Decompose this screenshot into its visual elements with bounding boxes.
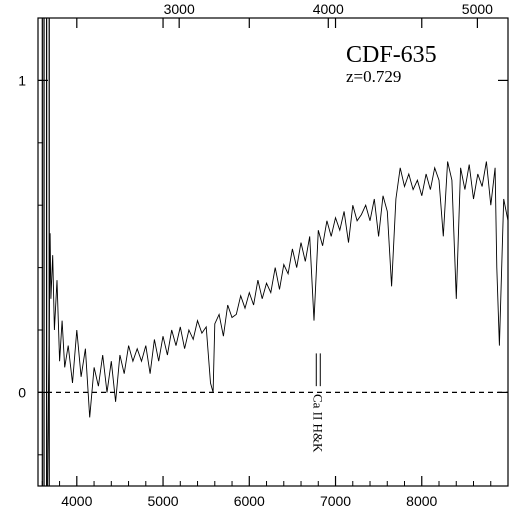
x-tick-label: 4000 <box>61 493 92 509</box>
ca-ii-hk-label: Ca II H&K <box>310 394 325 453</box>
object-name-label: CDF-635 <box>346 42 437 68</box>
top-tick-label: 5000 <box>462 1 493 17</box>
top-tick-label: 4000 <box>313 1 344 17</box>
ca-ii-hk-marker <box>315 353 321 387</box>
redshift-label: z=0.729 <box>346 67 401 86</box>
y-tick-label: 0 <box>18 384 26 400</box>
left-edge-lines <box>41 18 50 486</box>
top-axis: 3000 4000 5000 <box>164 1 493 28</box>
x-tick-label: 6000 <box>234 493 265 509</box>
top-tick-label: 3000 <box>164 1 195 17</box>
x-tick-label: 8000 <box>406 493 437 509</box>
spectrum-series-line <box>47 161 509 487</box>
x-tick-label: 7000 <box>320 493 351 509</box>
bottom-axis: 4000 5000 6000 7000 8000 <box>41 18 492 509</box>
x-tick-label: 5000 <box>147 493 178 509</box>
y-tick-label: 1 <box>18 72 26 88</box>
plot-frame <box>37 17 509 487</box>
